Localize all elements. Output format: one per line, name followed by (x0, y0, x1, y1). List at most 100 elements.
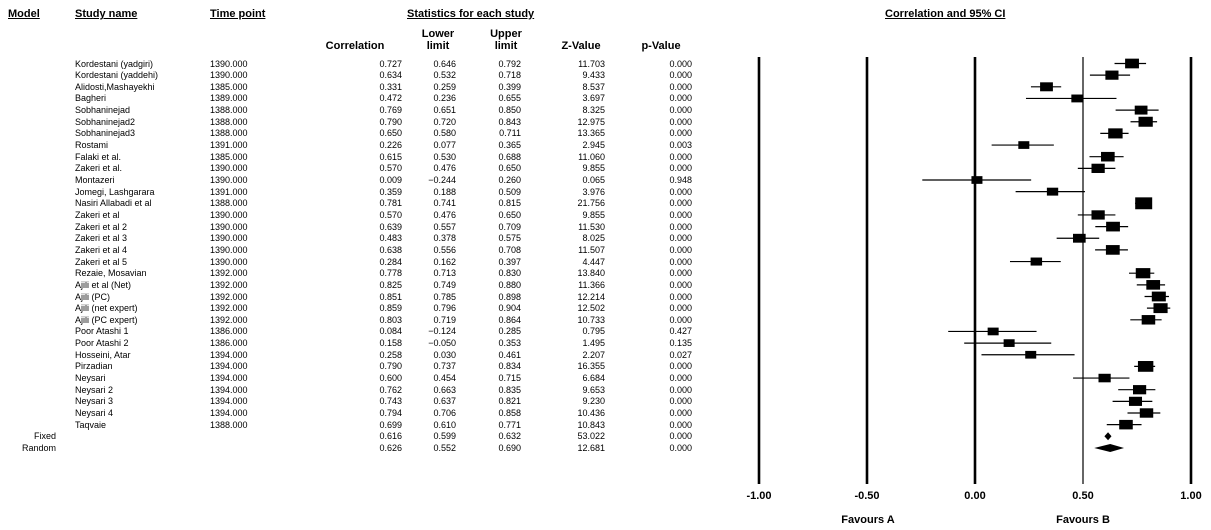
upper-limit-header: Upper limit (490, 28, 522, 52)
lower-limit-value: 0.162 (433, 256, 456, 267)
lower-limit-value: 0.476 (433, 163, 456, 174)
lower-limit-value: 0.556 (433, 244, 456, 255)
upper-limit-value: 0.461 (498, 349, 521, 360)
time-point: 1390.000 (210, 244, 248, 255)
lower-limit-value: 0.580 (433, 128, 456, 139)
study-name: Zakeri et al. (75, 163, 123, 174)
lower-limit-value: 0.188 (433, 186, 456, 197)
effect-marker (1101, 151, 1115, 162)
z-value: 11.060 (578, 151, 605, 162)
effect-marker (1030, 257, 1043, 266)
effect-marker (1105, 70, 1119, 80)
p-value: 0.000 (669, 58, 692, 69)
z-value: 13.840 (577, 268, 605, 279)
p-value: 0.000 (669, 116, 692, 127)
correlation-value: 0.483 (379, 233, 402, 244)
correlation-value: 0.600 (379, 373, 402, 384)
z-value: 2.945 (582, 140, 605, 151)
p-value: 0.000 (669, 442, 692, 453)
z-value: 3.697 (582, 93, 605, 104)
correlation-value: 0.790 (379, 361, 402, 372)
time-point: 1392.000 (210, 314, 248, 325)
time-point: 1390.000 (210, 221, 248, 232)
lower-limit-value: 0.637 (433, 396, 456, 407)
effect-marker (1146, 280, 1161, 290)
lower-limit-value: 0.077 (433, 140, 456, 151)
p-value: 0.000 (669, 268, 692, 279)
x-tick-label: -1.00 (746, 490, 772, 502)
x-tick-label: 0.00 (964, 490, 986, 502)
study-name: Ajili (PC expert) (75, 314, 138, 325)
effect-marker (1040, 82, 1053, 92)
effect-marker (1106, 221, 1120, 232)
correlation-value: 0.616 (379, 431, 402, 442)
upper-limit-value: 0.353 (498, 338, 521, 349)
model-label: Random (21, 442, 56, 453)
upper-limit-value: 0.898 (498, 291, 521, 302)
study-name: Bagheri (75, 93, 107, 104)
time-point: 1386.000 (210, 326, 248, 337)
effect-marker (1125, 58, 1139, 69)
lower-limit-value: 0.785 (433, 291, 456, 302)
upper-limit-value: 0.880 (498, 279, 521, 290)
upper-limit-value: 0.715 (498, 373, 521, 384)
upper-limit-value: 0.711 (499, 128, 521, 139)
correlation-value: 0.794 (379, 408, 402, 418)
lower-limit-value: 0.719 (433, 314, 456, 325)
lower-limit-header: Lower limit (421, 28, 455, 52)
study-name: Sobhaninejad (75, 105, 131, 116)
z-value: 9.855 (582, 163, 605, 174)
upper-limit-value: 0.834 (498, 361, 521, 372)
study-name: Falaki et al. (75, 151, 122, 162)
p-value: 0.000 (669, 303, 692, 314)
p-value: 0.000 (669, 93, 692, 104)
lower-limit-value: 0.720 (433, 116, 456, 127)
upper-limit-value: 0.632 (498, 431, 521, 442)
study-name-header: Study name (75, 8, 138, 20)
model-header: Model (8, 8, 40, 20)
upper-limit-value: 0.509 (498, 186, 521, 197)
time-point: 1390.000 (210, 233, 248, 244)
study-name: Kordestani (yadgiri) (75, 58, 154, 69)
p-value: 0.000 (669, 128, 692, 139)
correlation-value: 0.284 (379, 256, 402, 267)
correlation-value: 0.626 (379, 442, 402, 453)
correlation-value: 0.570 (379, 209, 402, 220)
time-point: 1394.000 (210, 373, 248, 384)
p-value: 0.427 (669, 326, 692, 337)
correlation-value: 0.825 (379, 279, 402, 290)
effect-marker (1139, 408, 1154, 418)
correlation-value: 0.359 (379, 186, 402, 197)
p-value: 0.000 (669, 209, 692, 220)
study-name: Zakeri et al 2 (75, 221, 128, 232)
lower-limit-value: 0.476 (433, 209, 456, 220)
time-point: 1392.000 (210, 268, 248, 279)
p-value: 0.000 (669, 431, 692, 442)
z-value: 8.025 (582, 233, 605, 244)
effect-marker (1071, 94, 1083, 103)
study-name: Poor Atashi 2 (75, 338, 129, 349)
lower-limit-value: −0.244 (428, 175, 456, 185)
time-point: 1392.000 (210, 291, 248, 302)
correlation-value: 0.803 (379, 314, 402, 325)
z-value-header: Z-Value (561, 40, 601, 52)
z-value: 9.230 (582, 396, 605, 407)
effect-marker (1073, 233, 1086, 243)
effect-marker (1141, 315, 1156, 325)
upper-limit-value: 0.650 (498, 163, 521, 174)
correlation-value: 0.258 (379, 349, 402, 360)
effect-marker (971, 176, 983, 184)
z-value: 11.366 (578, 279, 605, 290)
effect-marker (1091, 210, 1105, 220)
z-value: 8.325 (582, 105, 605, 116)
correlation-value: 0.639 (379, 221, 402, 232)
correlation-value: 0.762 (379, 384, 402, 395)
time-point: 1390.000 (210, 70, 248, 81)
time-point: 1390.000 (210, 175, 248, 185)
time-point: 1388.000 (210, 116, 248, 127)
upper-limit-value: 0.688 (498, 151, 521, 162)
study-name: Pirzadian (75, 361, 113, 372)
time-point: 1386.000 (210, 338, 248, 349)
study-name: Sobhaninejad2 (75, 116, 136, 127)
